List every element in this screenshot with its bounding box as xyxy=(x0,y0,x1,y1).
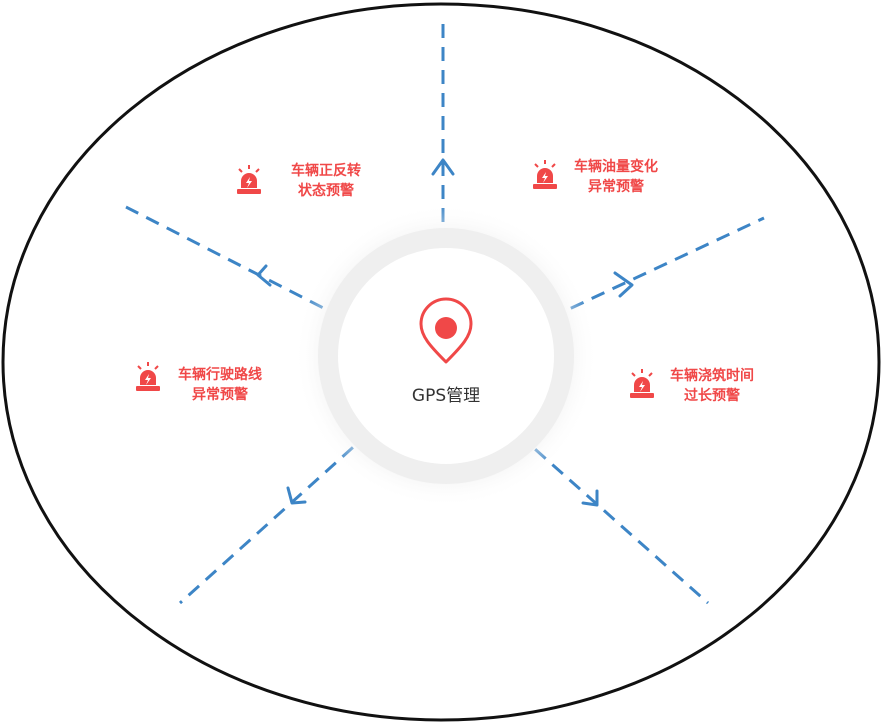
spoke-upper-right xyxy=(549,216,765,320)
spokes xyxy=(125,18,765,605)
arrowhead-lower-left xyxy=(286,486,307,505)
spoke-arrowheads xyxy=(256,158,634,507)
arrowhead-top xyxy=(431,158,455,176)
alert-direction-status: 车辆正反转 状态预警 xyxy=(237,162,361,199)
alert-label-line1: 车辆正反转 xyxy=(291,162,361,179)
alert-label-line2: 异常预警 xyxy=(192,386,248,403)
alert-route-abnormal: 车辆行驶路线 异常预警 xyxy=(136,362,262,403)
arrowhead-upper-right xyxy=(613,271,634,298)
center-circle xyxy=(338,248,554,464)
spoke-lower-right xyxy=(517,432,709,605)
alert-label-line2: 过长预警 xyxy=(684,387,740,404)
alarm-siren-icon xyxy=(630,369,654,398)
alert-fuel-change: 车辆油量变化 异常预警 xyxy=(533,158,658,195)
spoke-lower-left xyxy=(178,430,372,605)
spoke-upper-left xyxy=(125,205,344,320)
arrowhead-lower-right xyxy=(581,489,599,507)
alert-label-line1: 车辆行驶路线 xyxy=(178,366,262,383)
arrowhead-upper-left xyxy=(256,264,272,287)
alarm-siren-icon xyxy=(136,362,160,391)
alarm-siren-icon xyxy=(533,160,557,189)
alarm-siren-icon xyxy=(237,165,261,194)
alert-label-line1: 车辆浇筑时间 xyxy=(670,367,754,384)
alert-label-line2: 异常预警 xyxy=(588,178,644,195)
alert-pouring-time: 车辆浇筑时间 过长预警 xyxy=(630,367,754,404)
alert-label-line2: 状态预警 xyxy=(298,182,354,199)
center-label: GPS管理 xyxy=(412,386,480,406)
location-pin-icon xyxy=(419,297,473,364)
alert-label-line1: 车辆油量变化 xyxy=(574,158,658,175)
